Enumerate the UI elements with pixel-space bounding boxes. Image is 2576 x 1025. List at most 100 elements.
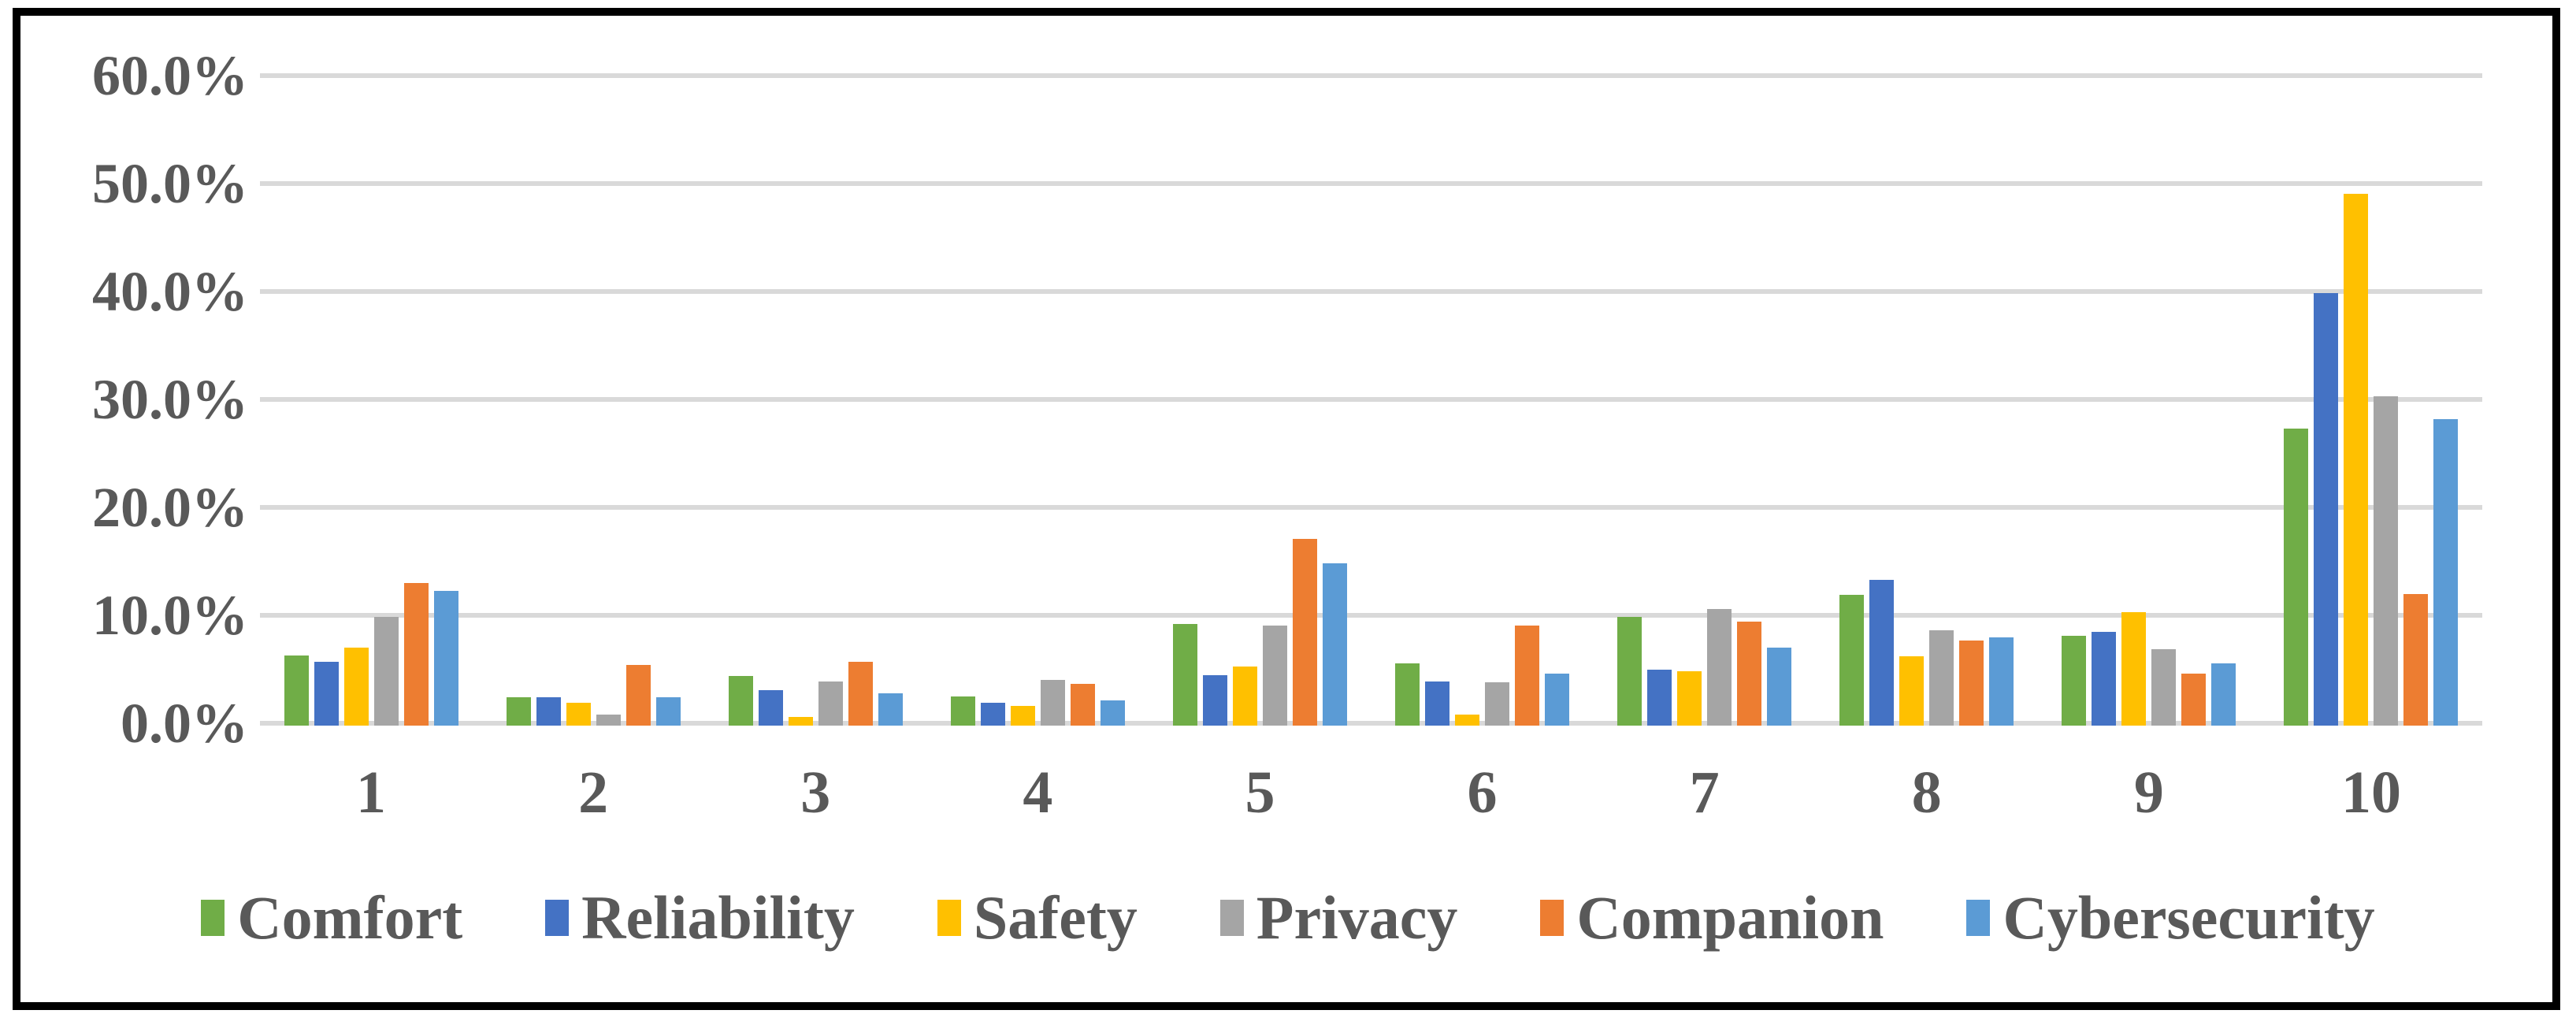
gridline bbox=[260, 505, 2482, 510]
x-tick-label: 10 bbox=[2340, 759, 2401, 826]
x-tick-label: 3 bbox=[800, 759, 831, 826]
bar-privacy-cat1 bbox=[374, 617, 399, 726]
bar-reliability-cat7 bbox=[1647, 670, 1672, 726]
bar-cybersecurity-cat2 bbox=[656, 697, 681, 726]
bar-reliability-cat4 bbox=[981, 703, 1005, 726]
legend-item-safety: Safety bbox=[937, 887, 1138, 949]
x-tick-label: 9 bbox=[2133, 759, 2164, 826]
bar-safety-cat7 bbox=[1677, 671, 1702, 726]
bar-companion-cat7 bbox=[1737, 622, 1761, 726]
bar-reliability-cat2 bbox=[536, 697, 561, 726]
legend-marker-reliability-icon bbox=[545, 900, 570, 936]
bar-reliability-cat10 bbox=[2314, 293, 2338, 726]
bar-companion-cat4 bbox=[1071, 684, 1095, 726]
legend-item-cybersecurity: Cybersecurity bbox=[1966, 883, 2375, 952]
legend-marker-safety-icon bbox=[937, 900, 961, 936]
bar-companion-cat8 bbox=[1959, 641, 1984, 726]
gridline bbox=[260, 181, 2482, 186]
bar-safety-cat3 bbox=[789, 717, 813, 726]
bar-comfort-cat3 bbox=[729, 676, 753, 726]
bar-privacy-cat6 bbox=[1485, 682, 1509, 726]
legend-label: Reliability bbox=[581, 883, 855, 952]
y-tick-label: 0.0% bbox=[121, 692, 248, 755]
bar-safety-cat6 bbox=[1455, 715, 1479, 726]
bar-reliability-cat5 bbox=[1203, 675, 1227, 726]
bar-comfort-cat2 bbox=[507, 697, 531, 726]
legend: Comfort Reliability Safety Privacy Companion… bbox=[0, 867, 2576, 969]
x-tick-label: 2 bbox=[578, 759, 609, 826]
bar-comfort-cat6 bbox=[1395, 663, 1420, 726]
bar-reliability-cat9 bbox=[2092, 632, 2116, 726]
bar-privacy-cat2 bbox=[596, 715, 621, 726]
bar-privacy-cat8 bbox=[1929, 630, 1954, 726]
bar-privacy-cat9 bbox=[2151, 649, 2176, 726]
bar-safety-cat9 bbox=[2121, 612, 2146, 726]
gridline bbox=[260, 289, 2482, 294]
bar-comfort-cat8 bbox=[1839, 595, 1864, 726]
y-tick-label: 30.0% bbox=[92, 368, 248, 431]
y-tick-label: 20.0% bbox=[92, 476, 248, 539]
bar-privacy-cat7 bbox=[1707, 609, 1732, 726]
bar-safety-cat8 bbox=[1899, 656, 1924, 726]
bar-safety-cat2 bbox=[566, 703, 591, 726]
legend-item-reliability: Reliability bbox=[545, 887, 855, 949]
legend-item-privacy: Privacy bbox=[1219, 883, 1458, 952]
legend-label: Privacy bbox=[1256, 883, 1458, 952]
bar-cybersecurity-cat3 bbox=[878, 693, 903, 726]
bar-safety-cat4 bbox=[1011, 706, 1035, 726]
bar-reliability-cat3 bbox=[759, 690, 783, 726]
x-tick-label: 7 bbox=[1689, 759, 1720, 826]
bar-safety-cat5 bbox=[1233, 667, 1257, 726]
bar-cybersecurity-cat5 bbox=[1323, 563, 1347, 726]
bar-companion-cat1 bbox=[404, 583, 429, 726]
x-tick-label: 1 bbox=[356, 759, 387, 826]
bar-cybersecurity-cat8 bbox=[1989, 637, 2014, 726]
legend-item-comfort: Comfort bbox=[201, 887, 462, 949]
gridline bbox=[260, 613, 2482, 618]
bar-comfort-cat5 bbox=[1173, 624, 1197, 726]
bar-comfort-cat1 bbox=[284, 655, 309, 726]
legend-label: Comfort bbox=[237, 883, 463, 952]
legend-item-companion: Companion bbox=[1540, 887, 1884, 949]
gridline bbox=[260, 397, 2482, 402]
legend-label: Companion bbox=[1576, 883, 1884, 952]
bar-reliability-cat1 bbox=[314, 662, 339, 726]
bar-privacy-cat10 bbox=[2374, 396, 2398, 726]
y-tick-label: 10.0% bbox=[92, 584, 248, 647]
x-tick-label: 6 bbox=[1467, 759, 1498, 826]
bar-comfort-cat4 bbox=[951, 696, 975, 726]
bar-cybersecurity-cat7 bbox=[1767, 648, 1791, 726]
bar-safety-cat10 bbox=[2344, 194, 2368, 726]
x-tick-label: 8 bbox=[1911, 759, 1942, 826]
y-tick-label: 60.0% bbox=[92, 44, 248, 107]
legend-marker-comfort-icon bbox=[201, 900, 225, 936]
bar-cybersecurity-cat9 bbox=[2211, 663, 2236, 726]
bar-comfort-cat7 bbox=[1617, 617, 1642, 726]
bar-privacy-cat4 bbox=[1041, 680, 1065, 726]
bar-reliability-cat8 bbox=[1869, 580, 1894, 726]
legend-marker-companion-icon bbox=[1540, 900, 1565, 936]
gridline bbox=[260, 721, 2482, 726]
bar-companion-cat3 bbox=[848, 662, 873, 726]
bar-companion-cat9 bbox=[2181, 674, 2206, 726]
bar-cybersecurity-cat6 bbox=[1545, 674, 1569, 726]
legend-label: Safety bbox=[973, 883, 1138, 952]
bar-companion-cat10 bbox=[2403, 594, 2428, 726]
bar-cybersecurity-cat1 bbox=[434, 591, 458, 726]
bar-privacy-cat5 bbox=[1263, 626, 1287, 726]
y-tick-label: 50.0% bbox=[92, 152, 248, 215]
bar-reliability-cat6 bbox=[1425, 681, 1449, 726]
bar-comfort-cat9 bbox=[2062, 636, 2086, 726]
legend-label: Cybersecurity bbox=[2003, 883, 2375, 952]
bar-companion-cat6 bbox=[1515, 626, 1539, 726]
bar-companion-cat5 bbox=[1293, 539, 1317, 726]
bar-safety-cat1 bbox=[344, 648, 369, 726]
bar-companion-cat2 bbox=[626, 665, 651, 726]
legend-marker-cybersecurity-icon bbox=[1966, 900, 1991, 936]
x-tick-label: 5 bbox=[1245, 759, 1275, 826]
y-tick-label: 40.0% bbox=[92, 260, 248, 323]
bar-privacy-cat3 bbox=[818, 681, 843, 726]
bar-comfort-cat10 bbox=[2284, 429, 2308, 726]
bar-cybersecurity-cat10 bbox=[2433, 419, 2458, 726]
